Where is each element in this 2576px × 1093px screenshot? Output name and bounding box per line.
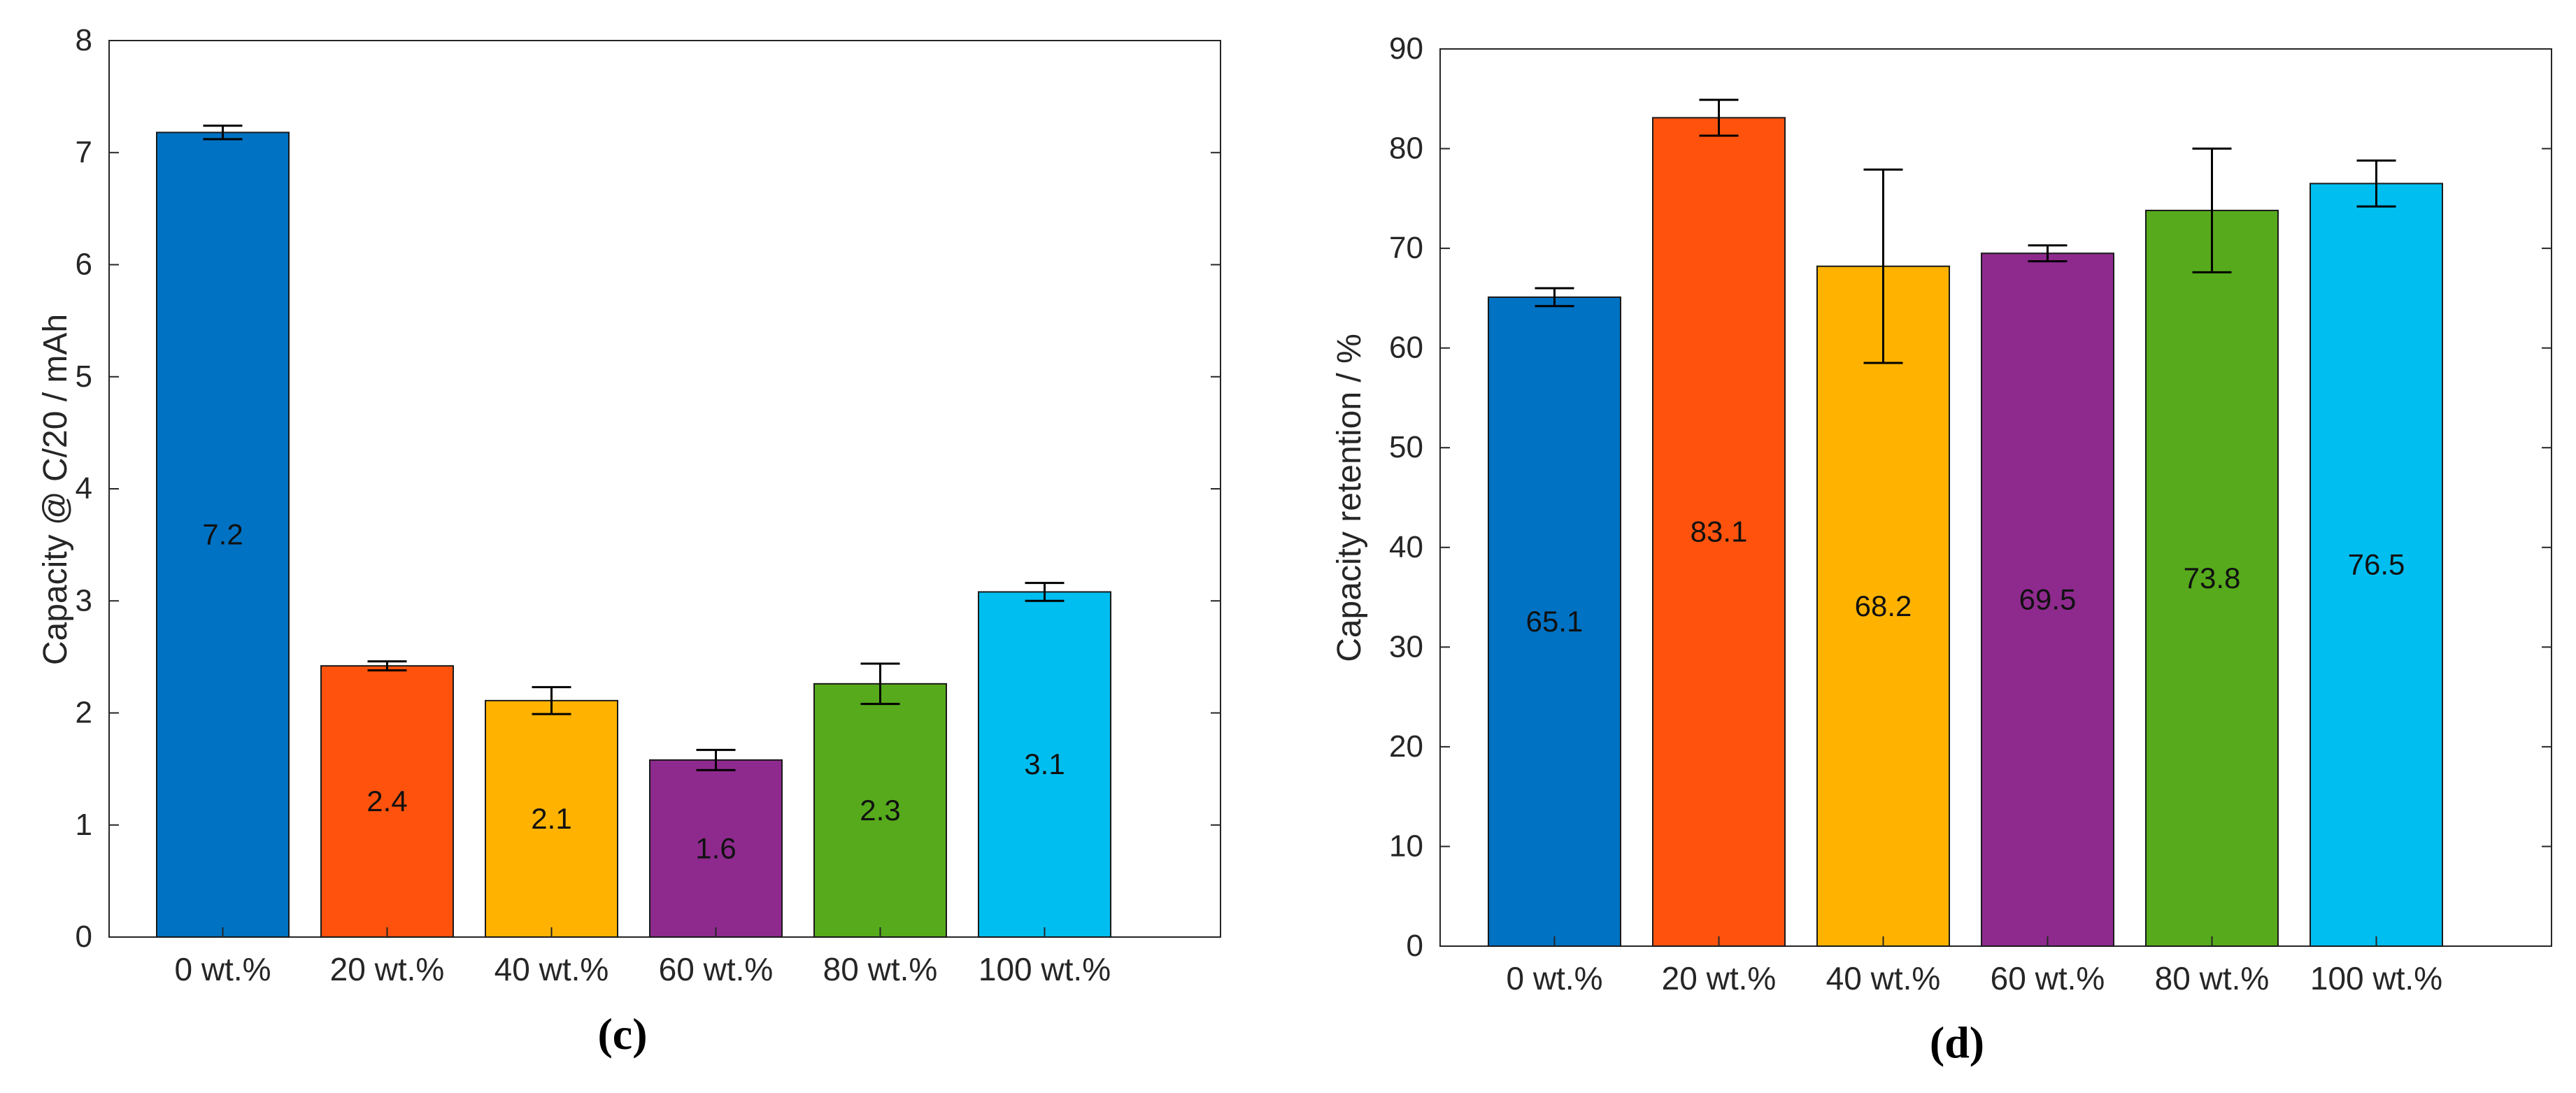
bar-c-3: [649, 759, 783, 938]
y-tick-label: 8: [76, 23, 92, 57]
x-tick-label: 20 wt.%: [330, 951, 445, 987]
bar-value-label: 69.5: [2019, 583, 2077, 616]
x-tick-label: 60 wt.%: [659, 951, 774, 987]
x-tick-label: 100 wt.%: [2310, 960, 2442, 996]
bar-value-label: 65.1: [1526, 605, 1584, 638]
bar-d-4: [2145, 209, 2279, 948]
bar-value-label: 68.2: [1855, 590, 1912, 622]
bar-value-label: 3.1: [1024, 748, 1065, 780]
x-tick-label: 60 wt.%: [1991, 960, 2105, 996]
y-tick-label: 1: [76, 808, 92, 842]
bar-c-5: [978, 591, 1111, 938]
y-tick-label: 90: [1389, 31, 1423, 66]
chart-d: 0 10 20 30 40 50 60 70 80 90 Capacity retention / …: [1331, 31, 2552, 1067]
x-tick-label: 40 wt.%: [1826, 960, 1941, 996]
x-tick-label: 20 wt.%: [1662, 960, 1777, 996]
y-axis-label: Capacity retention / %: [1331, 334, 1368, 662]
bar-value-label: 2.4: [367, 785, 407, 817]
bar-c-0: [156, 131, 290, 938]
bar-c-1: [320, 665, 454, 938]
y-tick-label: 0: [76, 920, 92, 954]
y-tick-label: 5: [76, 359, 92, 394]
bar-value-label: 2.1: [531, 802, 571, 835]
y-tick-label: 4: [76, 471, 92, 506]
y-tick-label: 80: [1389, 131, 1423, 166]
bar-value-label: 83.1: [1691, 515, 1748, 548]
y-tick-label: 6: [76, 248, 92, 282]
bar-value-label: 76.5: [2348, 548, 2405, 581]
y-tick-label: 30: [1389, 629, 1423, 664]
bar-c-2: [485, 699, 618, 938]
y-tick-label: 7: [76, 135, 92, 169]
y-tick-label: 0: [1407, 929, 1423, 963]
bar-d-5: [2310, 183, 2443, 948]
panel-label: (d): [1930, 1017, 1984, 1067]
x-tick-label: 80 wt.%: [2155, 960, 2270, 996]
y-tick-label: 40: [1389, 530, 1423, 564]
x-tick-label: 80 wt.%: [823, 951, 938, 987]
y-tick-label: 50: [1389, 430, 1423, 464]
y-tick-label: 60: [1389, 331, 1423, 365]
x-tick-label: 100 wt.%: [979, 951, 1111, 987]
bar-value-label: 7.2: [202, 518, 243, 551]
chart-c: 0 1 2 3 4 5 6 7 8 Capacity @ C/20 / mAh 7.2 0 wt.% 2…: [37, 23, 1221, 1059]
x-tick-label: 40 wt.%: [494, 951, 609, 987]
bar-d-2: [1816, 265, 1950, 947]
x-tick-label: 0 wt.%: [174, 951, 271, 987]
x-tick-label: 0 wt.%: [1506, 960, 1602, 996]
bar-value-label: 73.8: [2184, 562, 2241, 594]
panel-label: (c): [597, 1009, 647, 1059]
y-tick-label: 3: [76, 583, 92, 617]
y-tick-label: 20: [1389, 729, 1423, 764]
y-tick-label: 10: [1389, 829, 1423, 863]
y-tick-label: 70: [1389, 231, 1423, 265]
bar-c-4: [813, 683, 947, 938]
y-axis-label: Capacity @ C/20 / mAh: [37, 314, 74, 665]
bar-value-label: 2.3: [860, 794, 900, 827]
bar-value-label: 1.6: [695, 831, 736, 864]
y-tick-label: 2: [76, 696, 92, 730]
